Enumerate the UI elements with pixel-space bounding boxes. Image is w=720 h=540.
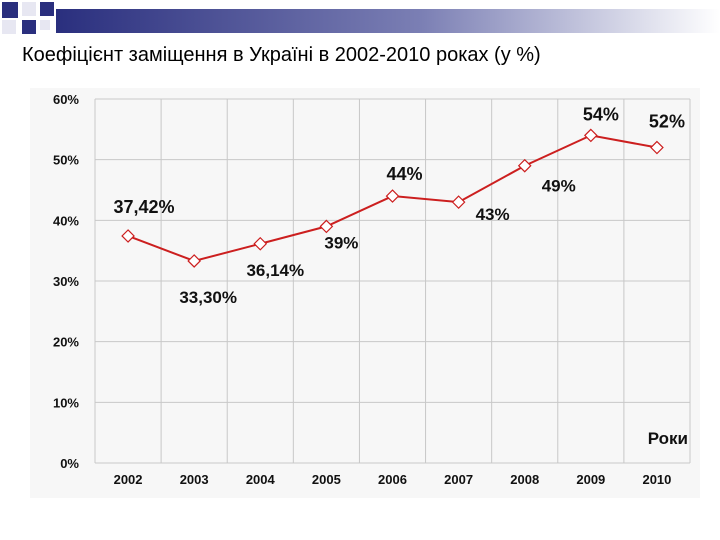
data-label: 52% <box>649 112 685 132</box>
decorative-square <box>40 2 54 16</box>
x-tick-label: 2002 <box>114 472 143 487</box>
data-point-marker <box>319 219 334 234</box>
decorative-square <box>2 2 18 18</box>
decorative-square <box>22 2 36 16</box>
y-tick-label: 10% <box>53 395 79 410</box>
y-tick-label: 30% <box>53 274 79 289</box>
data-point-marker <box>650 140 664 155</box>
decorative-square <box>2 20 16 34</box>
y-tick-label: 20% <box>53 335 79 350</box>
decorative-gradient-stripe <box>56 9 720 33</box>
decorative-header-bar <box>0 0 720 36</box>
data-label: 39% <box>324 233 358 252</box>
chart-panel <box>30 88 700 498</box>
data-point-marker <box>451 195 466 209</box>
y-tick-label: 40% <box>53 213 79 228</box>
data-label: 33,30% <box>179 288 237 307</box>
data-label: 49% <box>542 177 576 196</box>
y-tick-label: 50% <box>53 153 79 168</box>
x-tick-label: 2003 <box>180 472 209 487</box>
data-point-marker <box>253 236 268 251</box>
x-tick-label: 2006 <box>378 472 407 487</box>
data-point-marker <box>187 254 202 268</box>
data-label: 43% <box>476 205 510 224</box>
data-label: 44% <box>386 164 422 184</box>
x-tick-label: 2007 <box>444 472 473 487</box>
data-label: 54% <box>583 104 619 124</box>
x-tick-label: 2010 <box>642 472 671 487</box>
data-point-marker <box>583 128 598 143</box>
data-point-marker <box>517 158 532 173</box>
x-tick-label: 2005 <box>312 472 341 487</box>
x-axis-title: Роки <box>648 429 688 448</box>
data-point-marker <box>121 229 135 243</box>
x-tick-label: 2008 <box>510 472 539 487</box>
decorative-square <box>22 20 36 34</box>
data-point-marker <box>385 189 400 203</box>
data-label: 37,42% <box>114 197 175 217</box>
decorative-square <box>40 20 50 30</box>
page-title: Коефіцієнт заміщення в Україні в 2002-20… <box>22 44 541 66</box>
x-tick-label: 2009 <box>576 472 605 487</box>
y-tick-label: 60% <box>53 92 79 107</box>
x-tick-label: 2004 <box>246 472 276 487</box>
y-tick-label: 0% <box>60 456 79 471</box>
data-label: 36,14% <box>246 261 304 280</box>
